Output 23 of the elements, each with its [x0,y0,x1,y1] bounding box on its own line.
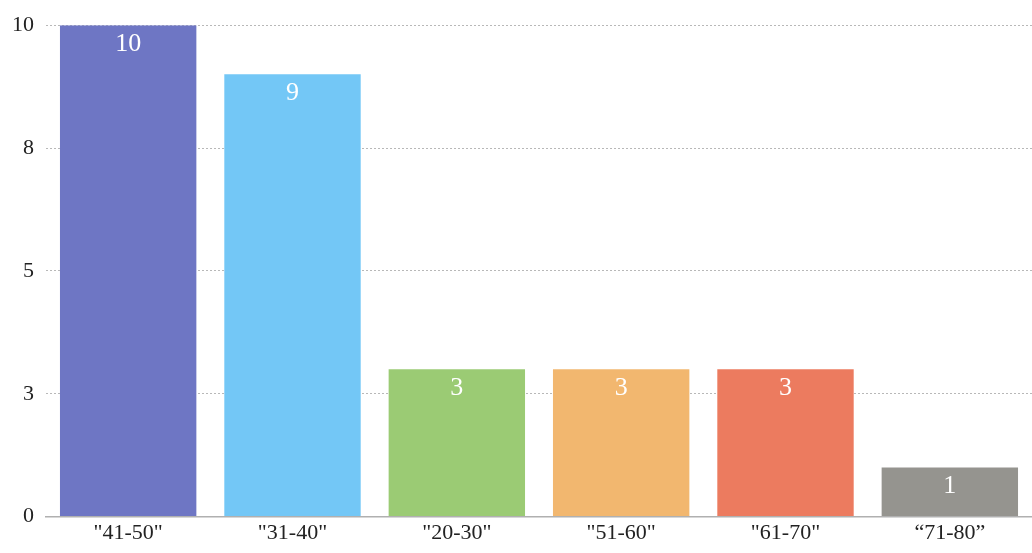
bar [388,369,526,517]
data-label: 10 [115,28,142,58]
bar [717,369,854,517]
x-tick-label: "31-40" [257,518,328,544]
data-label: 9 [286,77,299,107]
data-label: 1 [943,470,957,500]
y-tick-label: 3 [23,379,34,405]
x-tick-label: “71-80” [914,518,986,544]
y-tick-label: 5 [23,256,34,282]
x-tick-label: "20-30" [422,518,492,544]
x-tick-label: "51-60" [586,518,656,544]
bar [552,369,690,517]
data-label: 3 [450,372,464,402]
y-tick-label: 0 [23,502,34,528]
data-label: 3 [779,372,792,402]
x-tick-label: "41-50" [93,518,163,544]
x-tick-label: "61-70" [750,518,821,544]
bar [881,467,1019,517]
data-label: 3 [614,372,628,402]
bar [59,25,197,517]
y-tick-label: 8 [23,133,34,159]
y-tick-label: 10 [12,10,34,36]
bar [224,74,361,517]
